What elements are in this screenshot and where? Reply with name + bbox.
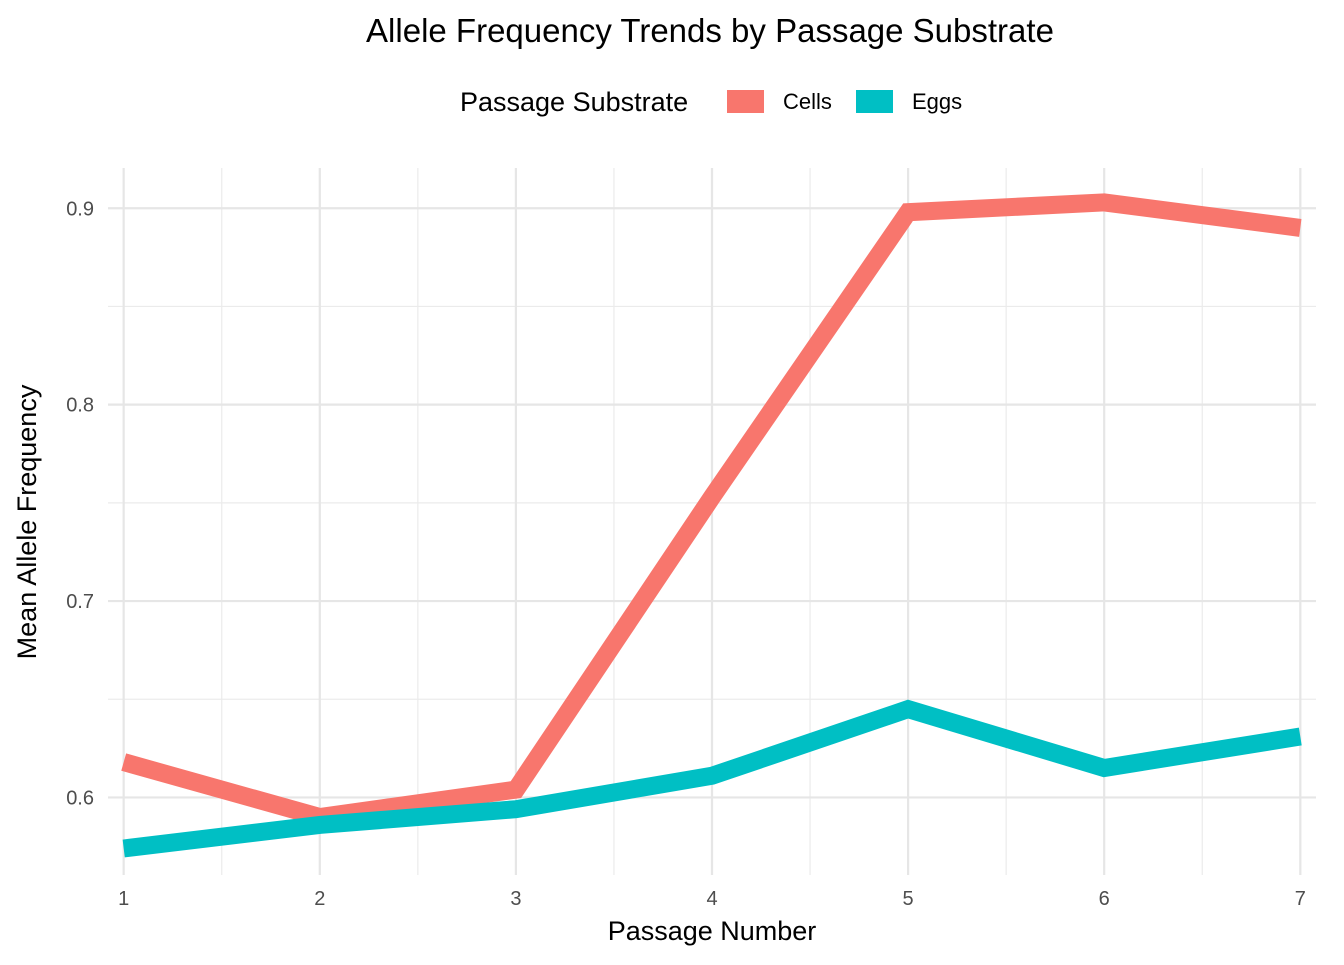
x-axis-tick-labels: 1 2 3 4 5 6 7 [118, 888, 1306, 910]
legend-items: Cells Eggs [727, 89, 962, 114]
legend-label-eggs: Eggs [912, 89, 962, 114]
y-tick-label: 0.7 [66, 591, 94, 613]
y-tick-label: 0.6 [66, 787, 94, 809]
legend: Passage Substrate Cells Eggs [460, 87, 962, 117]
major-gridlines [108, 168, 1316, 875]
x-tick-label: 3 [510, 888, 521, 910]
y-tick-label: 0.8 [66, 395, 94, 417]
series-line-eggs [122, 699, 1302, 858]
x-tick-label: 5 [903, 888, 914, 910]
series-lines [121, 193, 1302, 858]
legend-swatch-eggs [856, 90, 893, 113]
x-tick-label: 1 [118, 888, 129, 910]
legend-label-cells: Cells [783, 89, 832, 114]
chart-title: Allele Frequency Trends by Passage Subst… [366, 12, 1054, 49]
legend-title: Passage Substrate [460, 87, 688, 117]
y-axis-tick-labels: 0.6 0.7 0.8 0.9 [66, 198, 94, 809]
x-axis-title: Passage Number [608, 916, 817, 946]
x-tick-label: 2 [314, 888, 325, 910]
x-tick-label: 4 [706, 888, 717, 910]
x-tick-label: 7 [1295, 888, 1306, 910]
y-axis-title: Mean Allele Frequency [12, 384, 42, 659]
x-tick-label: 6 [1099, 888, 1110, 910]
y-tick-label: 0.9 [66, 198, 94, 220]
legend-swatch-cells [727, 90, 764, 113]
